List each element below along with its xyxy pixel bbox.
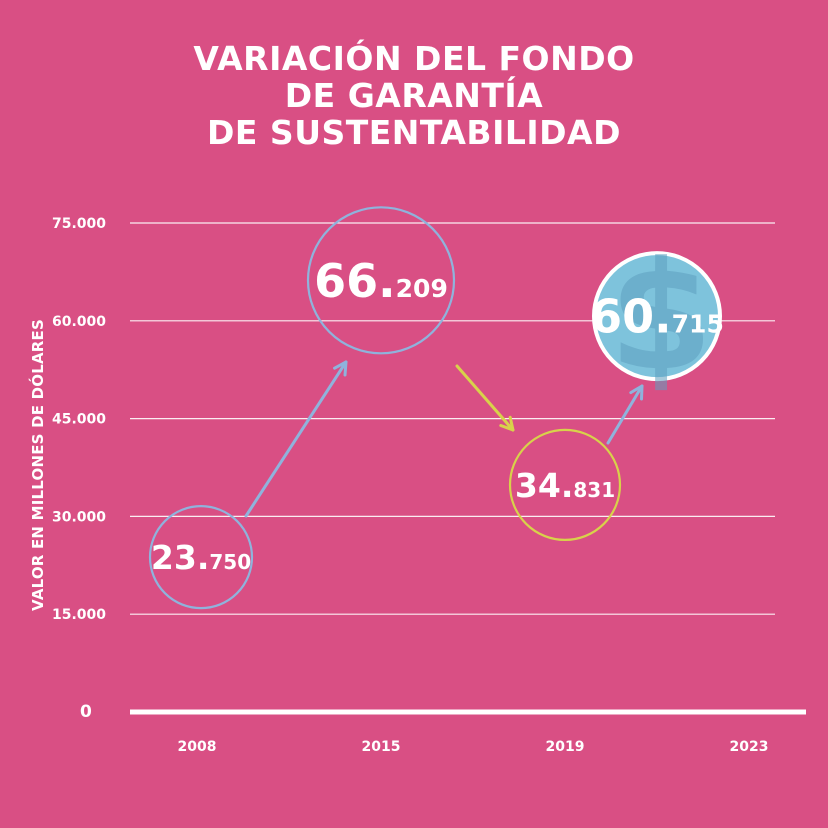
data-label-main: 34. — [515, 466, 573, 505]
y-tick-label: 75.000 — [52, 216, 106, 232]
trend-arrow-head — [333, 360, 348, 377]
data-label-decimals: 715 — [672, 310, 724, 339]
data-point-2023: $60.715 — [590, 230, 724, 404]
chart-title-line: DE GARANTÍA — [284, 76, 544, 115]
chart-title-line: VARIACIÓN DEL FONDO — [193, 39, 635, 78]
chart-title-line: DE SUSTENTABILIDAD — [207, 113, 621, 152]
y-tick-label: 15.000 — [52, 607, 106, 623]
dollar-sign-icon: $ — [609, 230, 713, 404]
trend-arrow — [606, 384, 644, 445]
data-label: 60.715 — [590, 290, 724, 344]
data-point-circle — [306, 206, 456, 355]
chart-title: VARIACIÓN DEL FONDO DE GARANTÍA DE SUSTE… — [0, 40, 828, 151]
trend-arrow-head — [629, 384, 644, 401]
data-point-circle — [592, 251, 722, 382]
trend-arrow-shaft — [244, 360, 348, 518]
y-tick-label: 45.000 — [52, 412, 106, 428]
trend-arrow-shaft — [455, 364, 515, 432]
data-label: 23.750 — [151, 538, 251, 577]
x-tick-label: 2019 — [546, 739, 585, 755]
data-label-main: 66. — [314, 254, 396, 308]
trend-arrow — [455, 364, 515, 432]
data-point-circle — [508, 428, 622, 542]
x-tick-label: 2023 — [730, 739, 769, 755]
data-label-decimals: 831 — [573, 478, 615, 502]
data-label: 34.831 — [515, 466, 615, 505]
x-tick-label: 2015 — [362, 739, 401, 755]
data-label-decimals: 750 — [209, 550, 251, 574]
data-point-2015: 66.209 — [306, 206, 456, 355]
y-tick-label: 0 — [80, 702, 92, 722]
x-tick-label: 2008 — [178, 739, 217, 755]
trend-arrow-head — [499, 415, 515, 432]
data-label-main: 60. — [590, 290, 672, 344]
y-tick-label: 60.000 — [52, 314, 106, 330]
data-label-main: 23. — [151, 538, 209, 577]
data-label: 66.209 — [314, 254, 448, 308]
y-tick-label: 30.000 — [52, 509, 106, 525]
data-point-2019: 34.831 — [508, 428, 622, 542]
data-point-2008: 23.750 — [148, 505, 254, 610]
trend-arrow-shaft — [606, 384, 644, 445]
trend-arrow — [244, 360, 348, 518]
data-point-circle — [148, 505, 254, 610]
data-label-decimals: 209 — [396, 274, 448, 303]
